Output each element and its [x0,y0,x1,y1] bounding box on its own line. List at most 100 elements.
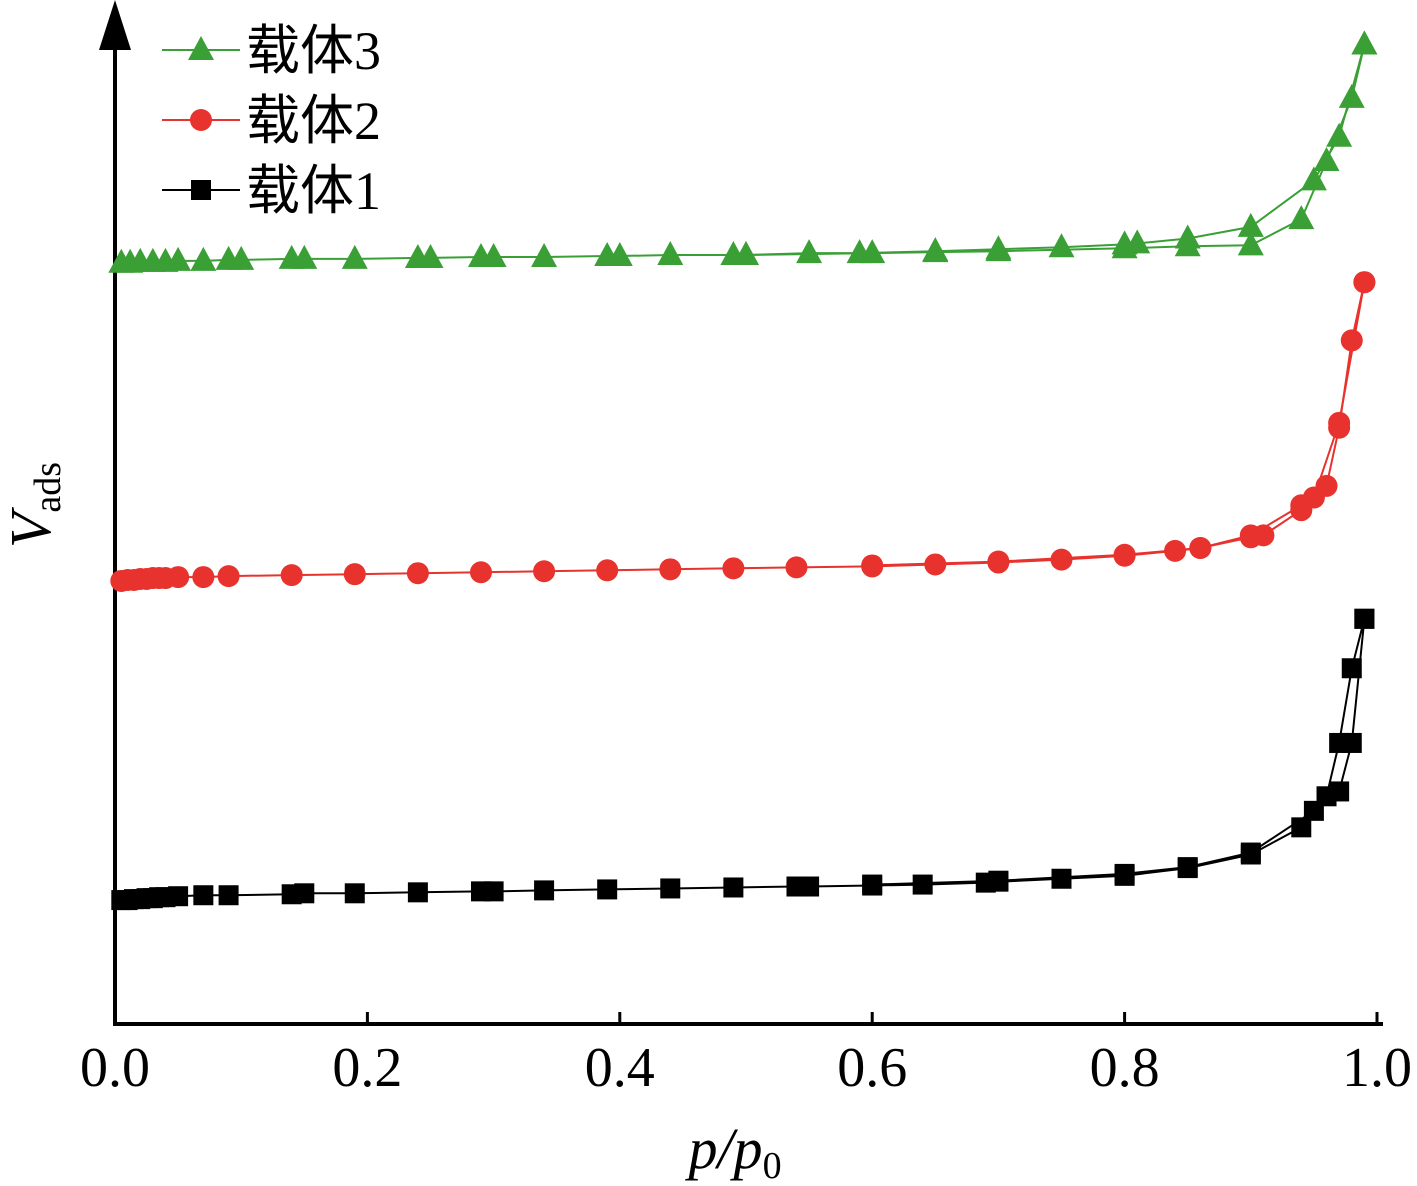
desorption-point [733,241,759,266]
series-3 [111,608,1375,911]
desorption-point [1114,863,1135,884]
series-2 [110,271,1376,592]
legend-label: 载体3 [246,21,381,81]
desorption-point [1189,536,1212,559]
x-ticks: 0.0 0.2 0.4 0.6 0.8 1.0 [80,1012,1412,1099]
x-tick-label: 1.0 [1342,1037,1412,1099]
adsorption-point [341,244,368,269]
desorption-point [922,238,949,263]
adsorption-point [407,882,428,903]
y-axis-title-subscript: ads [27,462,69,513]
adsorption-point [218,885,239,906]
desorption-point [1290,499,1313,522]
adsorption-point [1237,212,1264,237]
desorption-point [1113,543,1136,566]
desorption-point [1341,732,1362,753]
adsorption-point [469,561,492,584]
adsorption-point [344,883,365,904]
axes [99,0,1383,1026]
legend-item: 载体3 [162,21,381,81]
adsorption-point [659,558,682,581]
adsorption-point [596,559,619,582]
x-tick-label: 0.4 [585,1037,655,1099]
adsorption-point [1341,658,1362,679]
adsorption-point [417,243,444,268]
y-axis-title-main: V [0,506,63,548]
desorption-point [1240,842,1261,863]
adsorption-point [912,874,933,895]
adsorption-point [1300,166,1327,191]
y-axis-arrow [99,0,131,50]
desorption-point [1111,234,1138,259]
adsorption-point [533,560,556,583]
legend-marker [188,36,214,60]
desorption-point [862,874,883,895]
desorption-point [1315,474,1338,497]
adsorption-point [722,557,745,580]
desorption-point [985,237,1012,262]
desorption-point [1338,83,1365,108]
adsorption-point [796,239,823,264]
adsorption-point [657,241,684,266]
legend-marker [190,109,212,131]
desorption-point [1303,800,1324,821]
x-axis-title-main: p/p [684,1116,762,1181]
desorption-point [1239,526,1262,549]
adsorption-point [406,562,429,585]
adsorption-point [1048,233,1075,258]
adsorption-point [606,242,633,267]
legend: 载体3 载体2 载体1 [162,21,381,221]
desorption-point [859,239,886,264]
adsorption-point [534,880,555,901]
adsorption-point [343,563,366,586]
adsorption-point [531,242,558,267]
adsorption-point [1051,868,1072,889]
adsorption-point [165,246,192,271]
adsorption-point [190,246,217,271]
series-1 [108,30,1378,273]
desorption-point [1288,205,1315,230]
desorption-point [1340,329,1363,352]
adsorption-point [168,886,189,907]
legend-label: 载体1 [246,161,381,221]
adsorption-point [597,879,618,900]
desorption-point [1237,231,1264,256]
x-tick-label: 0.6 [837,1037,907,1099]
adsorption-point [294,883,315,904]
adsorption-point [228,245,255,270]
x-tick-label: 0.8 [1090,1037,1160,1099]
adsorption-point [192,566,215,589]
desorption-point [1329,781,1350,802]
x-tick-label: 0.2 [332,1037,402,1099]
adsorption-point [1326,122,1353,147]
desorption-point [988,870,1009,891]
desorption-point [1313,146,1340,171]
desorption-point [1174,232,1201,257]
legend-item: 载体1 [162,161,381,221]
adsorption-point [660,878,681,899]
adsorption-point [483,881,504,902]
desorption-point [861,554,884,577]
desorption-point [1328,416,1351,439]
desorption-point [1351,30,1378,55]
adsorption-point [291,244,318,269]
adsorption-point [167,566,190,589]
adsorption-point [280,564,303,587]
y-axis-title: Vads [0,462,69,548]
adsorption-point [1050,548,1073,571]
desorption-point [1354,608,1375,629]
adsorption-point [193,885,214,906]
adsorption-line [121,282,1366,582]
legend-item: 载体2 [162,91,381,151]
adsorption-point [785,556,808,579]
adsorption-point [799,876,820,897]
adsorption-point [217,565,240,588]
desorption-line [872,618,1366,886]
desorption-point [1177,857,1198,878]
series-group [108,30,1378,911]
adsorption-point [480,242,507,267]
x-axis-title-subscript: 0 [763,1145,782,1181]
legend-marker [191,180,211,200]
desorption-point [987,550,1010,573]
